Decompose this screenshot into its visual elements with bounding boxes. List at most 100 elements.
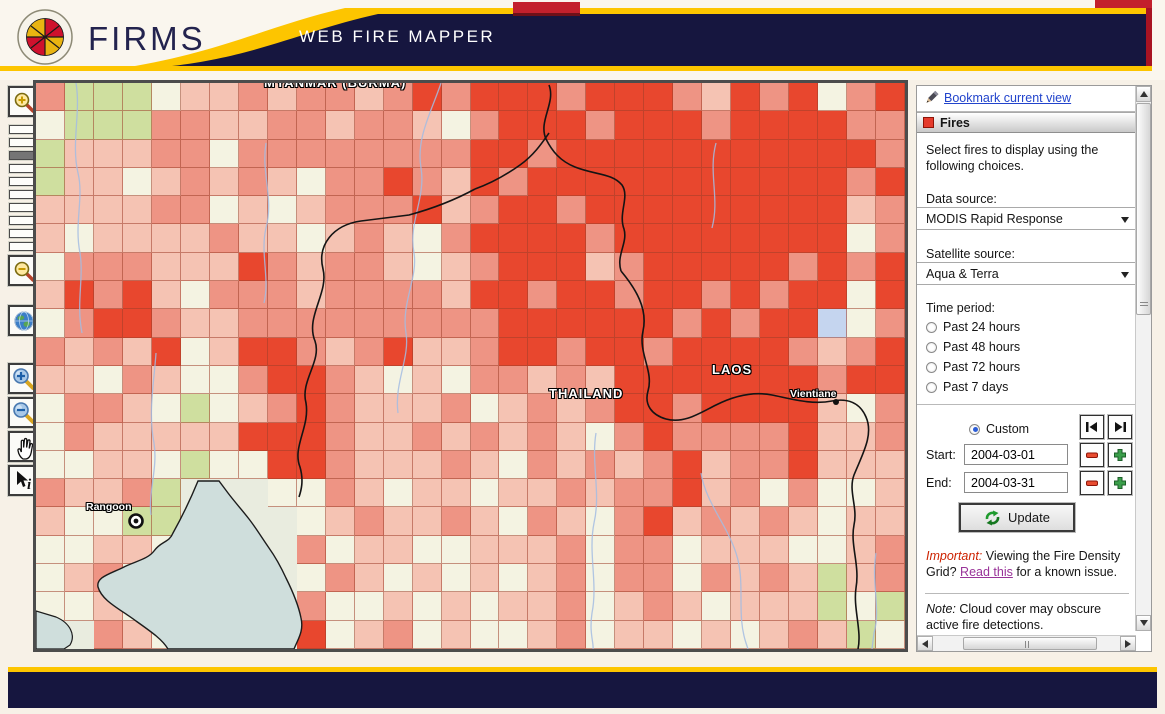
fire-density-cell [267, 309, 297, 338]
fire-density-cell [876, 83, 905, 112]
fire-density-cell [470, 365, 500, 395]
scroll-down-button[interactable] [1136, 615, 1151, 631]
fire-density-cell [209, 224, 239, 253]
fire-density-cell [441, 507, 471, 536]
fire-density-cell [528, 281, 558, 310]
fire-density-cell [499, 224, 529, 253]
fire-density-cell [760, 252, 790, 282]
start-minus-button[interactable] [1079, 442, 1105, 468]
fire-density-cell [151, 479, 181, 508]
map-base-cell [180, 479, 210, 508]
fire-density-cell [151, 450, 181, 480]
fire-density-cell [731, 535, 761, 565]
fire-density-cell [354, 422, 384, 451]
fire-density-cell [151, 422, 181, 451]
fire-density-cell [441, 365, 471, 395]
fire-density-cell [122, 365, 152, 395]
fire-grid[interactable] [36, 83, 905, 649]
horizontal-scroll-thumb[interactable] [963, 637, 1097, 650]
fire-density-cell [267, 139, 297, 168]
fire-density-cell [296, 450, 326, 480]
map-base-cell [267, 535, 297, 565]
fire-density-cell [673, 394, 703, 423]
fire-density-cell [731, 479, 761, 508]
fire-density-cell [180, 83, 210, 112]
fire-density-cell [412, 337, 442, 366]
fire-density-cell [644, 422, 674, 451]
start-plus-button[interactable] [1107, 442, 1133, 468]
fire-density-cell [383, 450, 413, 480]
step-forward-button[interactable] [1107, 414, 1133, 440]
fire-density-cell [557, 394, 587, 423]
fire-density-cell [93, 450, 123, 480]
start-date-input[interactable] [964, 444, 1068, 465]
arrow-right-icon [1125, 639, 1131, 648]
satellite-source-select[interactable]: Aqua & Terra [917, 262, 1137, 285]
radio-past-7-days[interactable]: Past 7 days [926, 380, 1008, 394]
bookmark-current-view-link[interactable]: Bookmark current view [944, 91, 1072, 105]
fire-density-cell [760, 564, 790, 593]
fire-density-cell [789, 592, 819, 621]
fire-density-cell [673, 365, 703, 395]
scroll-right-button[interactable] [1120, 636, 1136, 651]
vertical-scroll-thumb[interactable] [1136, 103, 1151, 315]
fire-density-cell [876, 111, 905, 140]
radio-custom[interactable]: Custom [969, 422, 1029, 436]
data-source-select[interactable]: MODIS Rapid Response [917, 207, 1137, 230]
fire-density-cell [673, 507, 703, 536]
fire-density-cell [528, 337, 558, 366]
fire-density-cell [615, 252, 645, 282]
fire-density-cell [383, 139, 413, 168]
fire-density-cell [499, 535, 529, 565]
fire-density-cell [586, 224, 616, 253]
fire-density-cell [122, 139, 152, 168]
fire-density-cell [789, 252, 819, 282]
fire-density-cell [673, 422, 703, 451]
fire-density-cell [441, 196, 471, 225]
fire-density-cell [673, 139, 703, 168]
fire-density-cell [441, 252, 471, 282]
radio-past-48-hours[interactable]: Past 48 hours [926, 340, 1020, 354]
end-plus-button[interactable] [1107, 470, 1133, 496]
fire-density-cell [383, 564, 413, 593]
step-back-button[interactable] [1079, 414, 1105, 440]
fire-density-cell [383, 535, 413, 565]
end-minus-button[interactable] [1079, 470, 1105, 496]
fire-density-cell [818, 281, 848, 310]
fire-density-cell [644, 620, 674, 649]
fire-density-cell [325, 479, 355, 508]
fire-density-cell [36, 422, 65, 451]
map-base-cell [267, 620, 297, 649]
read-this-link[interactable]: Read this [960, 565, 1013, 579]
fire-density-cell [151, 252, 181, 282]
fire-density-cell [122, 535, 152, 565]
fire-density-cell [64, 535, 94, 565]
scroll-left-button[interactable] [917, 636, 933, 651]
fire-density-cell [789, 422, 819, 451]
map-base-cell [238, 535, 268, 565]
end-date-input[interactable] [964, 472, 1068, 493]
plus-icon [1114, 477, 1126, 489]
fire-density-cell [325, 167, 355, 197]
fire-density-cell [354, 224, 384, 253]
fire-density-cell [36, 309, 65, 338]
fire-density-cell [296, 535, 326, 565]
fire-density-cell [151, 507, 181, 536]
fire-density-cell [644, 111, 674, 140]
fire-density-cell [702, 111, 732, 140]
fire-density-cell [64, 111, 94, 140]
fire-density-cell [644, 564, 674, 593]
fire-density-cell [151, 337, 181, 366]
map-label-vientiane: Vientiane [790, 388, 837, 400]
fire-density-cell [847, 365, 877, 395]
fire-density-cell [876, 281, 905, 310]
scroll-up-button[interactable] [1136, 86, 1151, 102]
fire-density-cell [557, 83, 587, 112]
fire-density-cell [876, 394, 905, 423]
radio-past-24-hours[interactable]: Past 24 hours [926, 320, 1020, 334]
map[interactable]: MYANMAR (BURMA) THAILAND LAOS Vientiane … [33, 80, 908, 652]
radio-past-72-hours[interactable]: Past 72 hours [926, 360, 1020, 374]
update-button[interactable]: Update [958, 502, 1076, 533]
fire-density-cell [412, 422, 442, 451]
fire-density-cell [818, 111, 848, 140]
